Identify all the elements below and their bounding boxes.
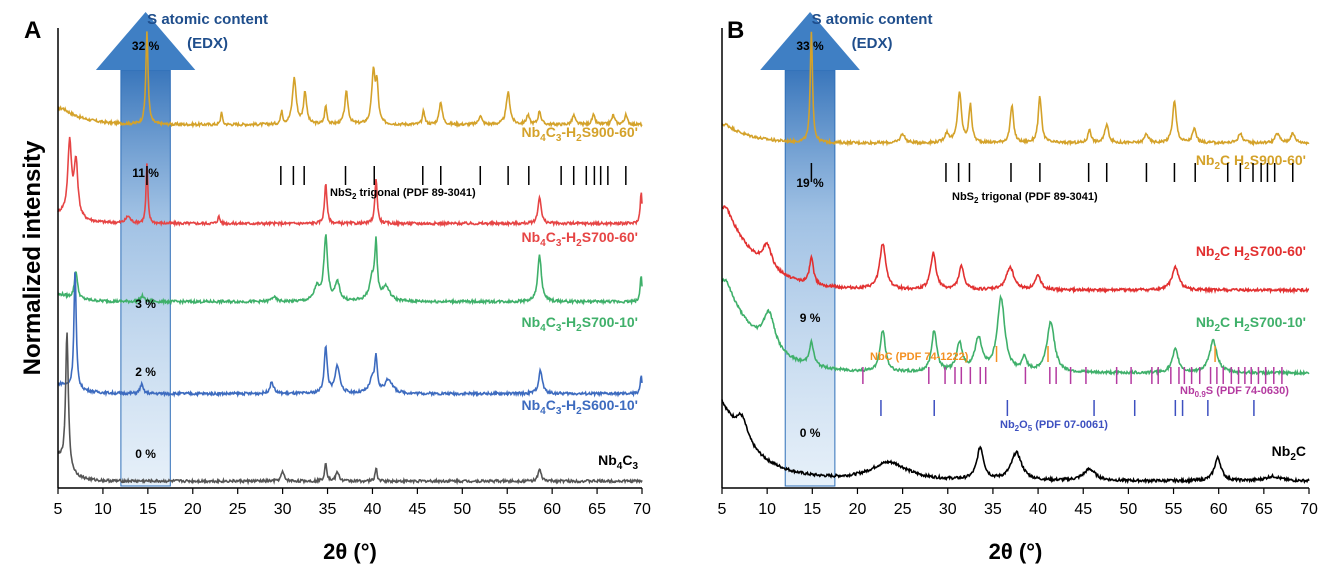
x-axis-title: 2θ (°) [323,539,377,564]
s-content-percent: 2 % [135,365,156,379]
reference-label: NbS2 trigonal (PDF 89-3041) [330,187,476,201]
xrd-pattern-line [721,205,1310,295]
arrow-title-line2: (EDX) [187,35,228,52]
x-tick-label: 20 [184,501,202,518]
x-tick-label: 45 [408,501,426,518]
series-label: Nb2C H2S700-10' [1196,314,1306,334]
x-tick-label: 40 [1029,501,1047,518]
series-label: Nb4C3-H2S900-60' [521,124,638,144]
x-tick-label: 45 [1074,501,1092,518]
x-tick-label: 55 [498,501,516,518]
xrd-pattern-line [721,277,1310,377]
x-tick-label: 20 [849,501,867,518]
x-tick-label: 50 [453,501,471,518]
s-content-percent: 3 % [135,297,156,311]
xrd-pattern-line [57,31,643,129]
s-content-arrow-head [95,12,196,70]
x-tick-label: 40 [364,501,382,518]
x-tick-label: 30 [274,501,292,518]
y-axis-title: Normalized intensity [19,140,46,375]
s-content-arrow-band [120,69,171,487]
panel-letter: A [24,17,41,44]
xrd-pattern-line [57,332,643,486]
series-label: Nb4C3-H2S700-60' [521,229,638,249]
x-tick-label: 25 [894,501,912,518]
s-content-percent: 9 % [800,311,821,325]
x-tick-label: 10 [758,501,776,518]
series-label: Nb4C3-H2S700-10' [521,314,638,334]
x-tick-label: 5 [718,501,727,518]
series-label: Nb4C3 [598,452,638,472]
arrow-title-line1: S atomic content [147,11,268,28]
reference-label: NbS2 trigonal (PDF 89-3041) [952,191,1098,205]
x-tick-label: 10 [94,501,112,518]
s-content-arrow-head [760,12,860,70]
x-tick-label: 65 [1255,501,1273,518]
s-content-percent: 11 % [132,166,159,180]
reference-label: Nb2O5 (PDF 07-0061) [1000,419,1108,433]
s-content-percent: 32 % [132,39,160,53]
x-tick-label: 30 [939,501,957,518]
x-tick-label: 55 [1165,501,1183,518]
s-content-percent: 33 % [796,39,824,53]
x-tick-label: 70 [1300,501,1318,518]
s-content-percent: 0 % [135,447,156,461]
x-tick-label: 15 [139,501,157,518]
series-label: Nb2C [1272,443,1306,463]
x-tick-label: 70 [633,501,651,518]
series-label: Nb2C H2S700-60' [1196,243,1306,263]
xrd-pattern-line [57,234,643,306]
x-tick-label: 5 [54,501,63,518]
reference-label: Nb0.9S (PDF 74-0630) [1180,385,1289,399]
x-tick-label: 50 [1119,501,1137,518]
x-tick-label: 25 [229,501,247,518]
x-axis-title: 2θ (°) [989,539,1043,564]
s-content-percent: 19 % [796,176,824,190]
x-tick-label: 65 [588,501,606,518]
series-label: Nb4C3-H2S600-10' [521,397,638,417]
arrow-title-line1: S atomic content [812,11,933,28]
x-tick-label: 35 [984,501,1002,518]
xrd-pattern-line [57,272,643,398]
x-tick-label: 60 [543,501,561,518]
x-tick-label: 15 [803,501,821,518]
s-content-percent: 0 % [800,426,821,440]
series-label: Nb2C H2S900-60' [1196,152,1306,172]
x-tick-label: 35 [319,501,337,518]
xrd-pattern-line [57,136,643,228]
x-tick-label: 60 [1210,501,1228,518]
xrd-pattern-line [721,399,1310,485]
panel-letter: B [727,17,744,44]
reference-label: NbC (PDF 74-1222) [870,351,969,363]
xrd-pattern-line [721,31,1310,147]
panel-B: B S atomic content (EDX) Nb2C H2S900-60' 33 … [718,11,1318,564]
panel-A: A S atomic content (EDX) Nb4C3-H2S900-60' 32… [19,11,651,564]
arrow-title-line2: (EDX) [852,35,893,52]
